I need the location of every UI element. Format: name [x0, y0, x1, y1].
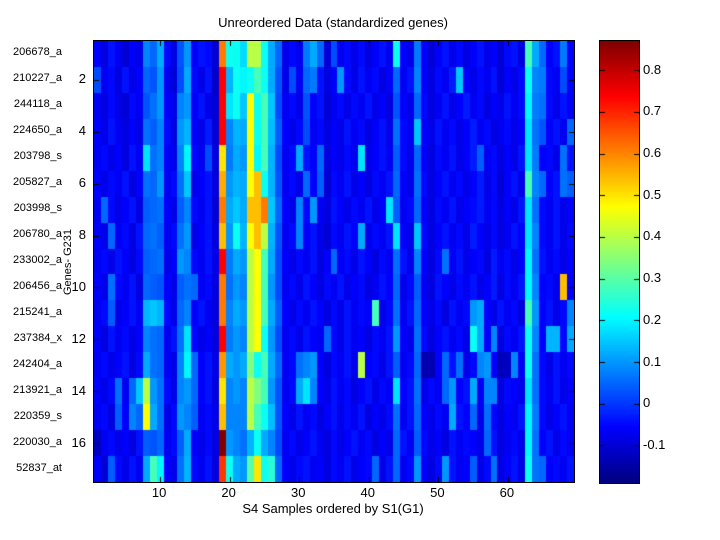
gene-label: 206456_a [13, 279, 62, 292]
x-tick-label: 60 [499, 485, 515, 500]
gene-label: 224650_a [13, 124, 62, 137]
colorbar-tick-label: 0.4 [643, 228, 662, 244]
x-tick-label: 20 [221, 485, 236, 500]
gene-label: 242404_a [13, 357, 62, 370]
y-tick-label: 2 [78, 71, 86, 87]
y-tick-label: 10 [71, 278, 86, 294]
y-axis-label: Genes- G231 [62, 228, 74, 296]
y-tick-label: 8 [78, 227, 86, 243]
gene-label: 205827_a [13, 176, 62, 189]
x-tick-label: 40 [360, 485, 376, 500]
y-tick-label: 4 [78, 123, 86, 139]
colorbar-tick-label: 0.3 [643, 270, 662, 286]
gene-label: 220030_a [13, 435, 62, 448]
gene-label: 237384_x [13, 331, 62, 344]
plot-title: Unreordered Data (standardized genes) [218, 15, 448, 30]
colorbar-tick-label: 0 [643, 395, 651, 411]
colorbar-tick-label: 0.2 [643, 311, 662, 327]
colorbar-tick-label: -0.1 [643, 436, 666, 452]
heatmap-canvas [93, 40, 575, 483]
y-tick-label: 12 [71, 330, 86, 346]
x-axis-label: S4 Samples ordered by S1(G1) [242, 501, 424, 516]
y-tick-label: 16 [71, 434, 86, 450]
colorbar-tick-label: 0.7 [643, 103, 662, 119]
x-tick-label: 10 [151, 485, 167, 500]
colorbar-canvas [599, 40, 640, 484]
x-tick-label: 30 [290, 485, 306, 500]
gene-label: 244118_a [13, 98, 62, 111]
gene-label: 52837_at [16, 461, 62, 474]
colorbar-tick-label: 0.6 [643, 145, 662, 161]
gene-label: 210227_a [13, 72, 62, 85]
y-tick-label: 14 [71, 382, 86, 398]
colorbar-tick-label: 0.1 [643, 353, 662, 369]
y-tick-label: 6 [78, 175, 86, 191]
gene-label: 206780_a [13, 228, 62, 241]
gene-label: 220359_s [13, 409, 62, 422]
gene-label: 203798_s [13, 150, 62, 163]
colorbar-tick-label: 0.5 [643, 186, 662, 202]
x-tick-label: 50 [430, 485, 445, 500]
gene-label: 213921_a [13, 383, 62, 396]
gene-label: 215241_a [13, 305, 62, 318]
colorbar-tick-label: 0.8 [643, 61, 662, 77]
gene-label: 203998_s [13, 202, 62, 215]
gene-label: 233002_a [13, 254, 62, 266]
gene-label: 206678_a [13, 46, 62, 59]
